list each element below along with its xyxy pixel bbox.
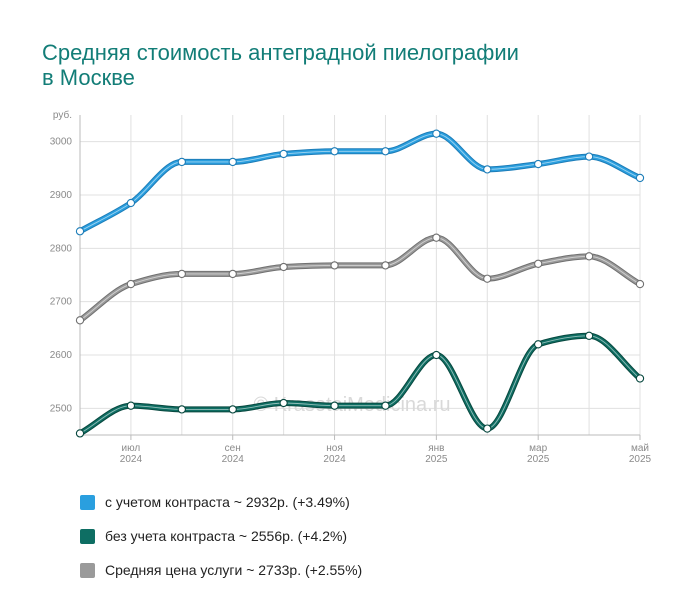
y-tick-label: 2600 [50,350,73,361]
data-point [635,279,645,289]
data-point [330,147,339,156]
legend-item-with-contrast[interactable]: с учетом контраста ~ 2932р. (+3.49%) [80,485,362,519]
data-point [635,173,645,183]
x-tick-label-year: 2024 [120,454,143,465]
x-tick-label-month: мар [529,443,547,454]
data-point [432,350,441,360]
chart-legend: с учетом контраста ~ 2932р. (+3.49%) без… [80,485,362,587]
y-tick-label: 2700 [50,297,73,308]
data-point [483,274,492,283]
chart-series [75,129,645,438]
data-point [279,149,288,159]
data-point [584,331,594,340]
data-point [584,152,594,161]
line-chart: © KrasotaiMedicina.ru 250026002700280029… [50,109,652,465]
series-line-highlight [79,237,641,321]
legend-label-average-price: Средняя цена услуги ~ 2733р. (+2.55%) [105,562,363,578]
x-tick-label-month: май [631,443,649,454]
legend-item-without-contrast[interactable]: без учета контраста ~ 2556р. (+4.2%) [80,519,362,553]
data-point [177,269,186,279]
data-point [534,340,543,349]
x-tick-label-year: 2024 [222,454,245,465]
x-tick-label-month: ноя [326,443,343,454]
legend-item-average-price[interactable]: Средняя цена услуги ~ 2733р. (+2.55%) [80,553,362,587]
data-point [75,227,85,236]
data-point [381,147,390,156]
data-point [279,398,288,408]
data-point [330,401,339,410]
data-point [432,129,441,138]
data-point [483,424,492,433]
data-point [483,165,492,174]
y-tick-label: 2800 [50,243,73,254]
legend-label-without-contrast: без учета контраста ~ 2556р. (+4.2%) [105,528,348,544]
legend-swatch-without-contrast [80,528,95,544]
chart-title-line-1: Средняя стоимость антеградной пиелографи… [42,40,519,65]
data-point [279,262,288,272]
data-point [228,157,237,167]
data-point [635,374,645,383]
data-point [75,316,85,325]
data-point [381,401,390,410]
series-line-highlight [79,335,641,434]
series-0 [75,129,645,236]
data-point [330,261,339,270]
x-tick-label-year: 2025 [629,454,652,465]
data-point [432,233,441,242]
data-point [126,401,136,410]
series-line [78,333,642,436]
chart-axes: 250026002700280029003000руб.июл2024сен20… [50,109,652,465]
data-point [75,429,85,438]
legend-label-with-contrast: с учетом контраста ~ 2932р. (+3.49%) [105,494,350,510]
data-point [228,405,237,414]
series-line-outline [77,130,643,235]
data-point [177,157,186,167]
x-tick-label-month: янв [428,443,444,454]
data-point [381,261,390,270]
chart-title-line-2: в Москве [42,65,135,90]
x-tick-label-year: 2024 [323,454,346,465]
series-2 [75,233,645,325]
y-axis-unit-label: руб. [53,109,72,121]
series-line [78,235,642,323]
x-tick-label-month: сен [225,443,241,454]
legend-swatch-with-contrast [80,494,95,510]
series-line-outline [77,234,643,324]
data-point [126,279,136,289]
data-point [534,259,543,268]
y-tick-label: 3000 [50,137,73,148]
data-point [584,252,594,261]
data-point [534,159,543,169]
series-1 [75,331,645,438]
data-point [126,198,136,208]
x-tick-label-year: 2025 [527,454,550,465]
x-tick-label-month: июл [122,443,141,454]
y-tick-label: 2500 [50,403,73,414]
y-tick-label: 2900 [50,190,73,201]
data-point [177,405,186,414]
data-point [228,269,237,279]
x-tick-label-year: 2025 [425,454,448,465]
legend-swatch-average-price [80,562,95,578]
series-line-outline [77,332,643,437]
chart-title: Средняя стоимость антеградной пиелографи… [42,40,519,90]
